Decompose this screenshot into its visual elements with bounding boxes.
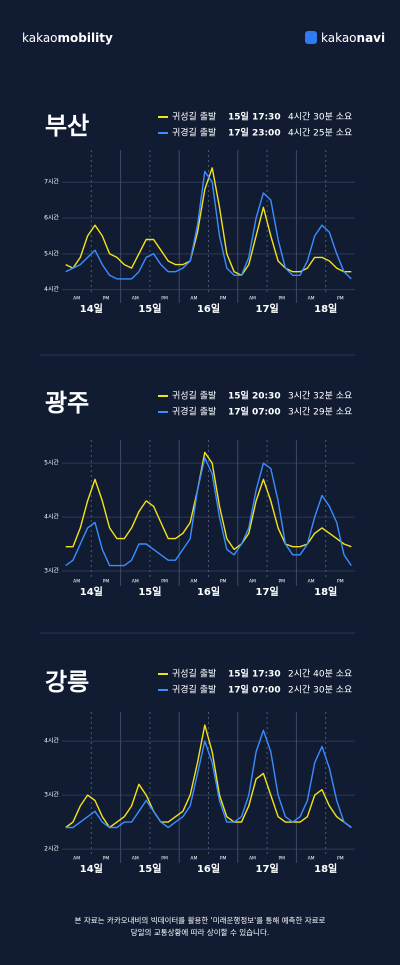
y-tick-label: 7시간 [44, 178, 59, 186]
period-label: PM [220, 856, 227, 862]
period-label: PM [278, 856, 285, 862]
period-label: PM [337, 856, 344, 862]
legend-date: 17일 07:00 [228, 406, 281, 418]
period-label: PM [103, 856, 110, 862]
period-label: AM [190, 856, 197, 862]
period-label: PM [161, 579, 168, 585]
brand-name: mobility [58, 31, 113, 45]
day-label: 14일 [80, 585, 103, 598]
day-label: 15일 [138, 302, 161, 315]
period-label: PM [103, 296, 110, 302]
app-name: navi [357, 31, 386, 45]
legend-name: 귀성길 출발 [172, 112, 216, 123]
day-label: 18일 [314, 302, 337, 315]
brand: kakaomobility [22, 31, 113, 45]
legend-duration: 3시간 32분 소요 [288, 391, 352, 402]
legend-date: 15일 17:30 [228, 668, 281, 680]
legend-duration: 4시간 30분 소요 [288, 112, 352, 123]
period-label: AM [249, 296, 256, 302]
period-label: PM [278, 296, 285, 302]
legend-name: 귀경길 출발 [172, 406, 216, 418]
period-label: PM [220, 579, 227, 585]
day-label: 16일 [197, 862, 220, 875]
period-label: AM [73, 296, 80, 302]
day-label: 17일 [256, 585, 279, 598]
legend-name: 귀경길 출발 [172, 684, 216, 696]
period-label: PM [278, 579, 285, 585]
y-tick-label: 2시간 [44, 845, 59, 853]
day-label: 15일 [138, 585, 161, 598]
period-label: PM [337, 579, 344, 585]
series-line [65, 167, 352, 276]
day-label: 16일 [197, 585, 220, 598]
legend-date: 17일 07:00 [228, 684, 281, 696]
y-tick-label: 6시간 [44, 214, 59, 222]
period-label: AM [132, 296, 139, 302]
y-tick-label: 3시간 [44, 791, 59, 799]
y-tick-label: 4시간 [44, 285, 59, 293]
period-label: PM [161, 856, 168, 862]
period-label: PM [337, 296, 344, 302]
legend-date: 15일 20:30 [228, 390, 281, 402]
series-line [65, 170, 352, 280]
day-label: 17일 [256, 302, 279, 315]
day-label: 14일 [80, 302, 103, 315]
legend-name: 귀성길 출발 [172, 391, 216, 402]
period-label: AM [249, 856, 256, 862]
legend-date: 17일 23:00 [228, 127, 281, 139]
chart-title: 광주 [45, 389, 89, 417]
day-label: 17일 [256, 862, 279, 875]
y-tick-label: 4시간 [44, 737, 59, 745]
period-label: AM [190, 296, 197, 302]
series-line [65, 729, 352, 829]
period-label: AM [132, 856, 139, 862]
period-label: AM [308, 579, 315, 585]
legend-duration: 2시간 40분 소요 [288, 669, 352, 680]
legend-duration: 3시간 29분 소요 [288, 407, 352, 418]
footer-line: 본 자료는 카카오내비의 빅데이터를 활용한 '미래운행정보'를 통해 예측한 … [75, 915, 326, 925]
app-prefix: kakao [321, 31, 357, 45]
app-icon [305, 31, 317, 44]
chart-title: 강릉 [45, 668, 89, 696]
y-tick-label: 5시간 [44, 249, 59, 257]
period-label: AM [132, 579, 139, 585]
legend-date: 15일 17:30 [228, 111, 281, 123]
day-label: 16일 [197, 302, 220, 315]
period-label: AM [73, 856, 80, 862]
app: kakaonavi [321, 31, 385, 45]
period-label: PM [220, 296, 227, 302]
y-tick-label: 5시간 [44, 459, 59, 467]
period-label: AM [190, 579, 197, 585]
legend-name: 귀성길 출발 [172, 669, 216, 680]
series-line [65, 724, 352, 829]
y-tick-label: 3시간 [44, 566, 59, 574]
period-label: PM [103, 579, 110, 585]
day-label: 15일 [138, 862, 161, 875]
legend-duration: 4시간 25분 소요 [288, 128, 352, 139]
y-tick-label: 4시간 [44, 513, 59, 521]
footer-line: 당일의 교통상황에 따라 상이할 수 있습니다. [131, 927, 270, 937]
period-label: PM [161, 296, 168, 302]
day-label: 14일 [80, 862, 103, 875]
period-label: AM [308, 856, 315, 862]
legend-duration: 2시간 30분 소요 [288, 685, 352, 696]
brand-prefix: kakao [22, 31, 58, 45]
series-line [65, 451, 352, 551]
period-label: AM [249, 579, 256, 585]
chart-title: 부산 [45, 112, 89, 140]
period-label: AM [73, 579, 80, 585]
series-line [65, 457, 352, 567]
period-label: AM [308, 296, 315, 302]
legend-name: 귀경길 출발 [172, 127, 216, 139]
day-label: 18일 [314, 585, 337, 598]
day-label: 18일 [314, 862, 337, 875]
